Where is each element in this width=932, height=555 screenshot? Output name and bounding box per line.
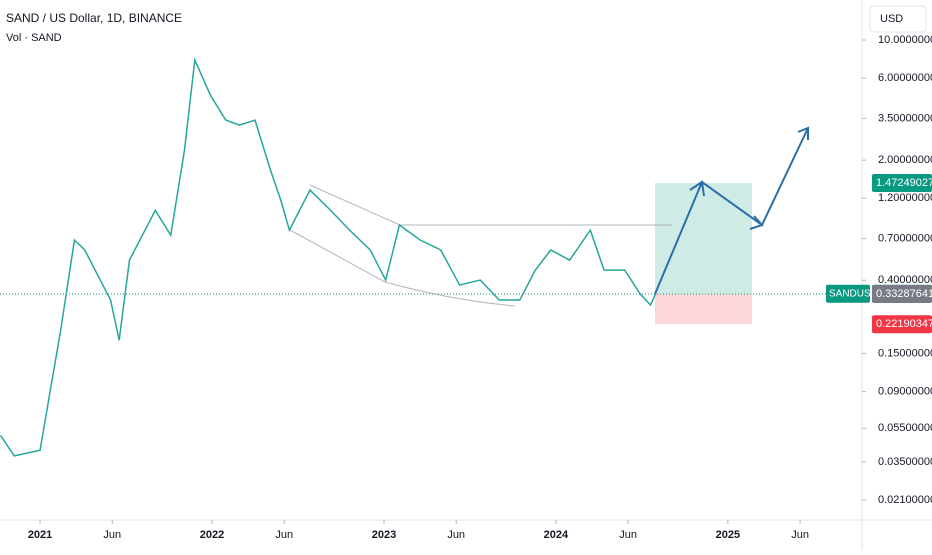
- y-tick-label: 0.02100000: [878, 494, 932, 506]
- x-tick-label: 2025: [716, 529, 740, 541]
- y-tick-label: 6.00000000: [878, 72, 932, 84]
- y-tick-label: 10.00000000: [878, 34, 932, 46]
- currency-label[interactable]: USD: [880, 13, 903, 25]
- chart-title: SAND / US Dollar, 1D, BINANCE: [6, 11, 182, 25]
- price-tag-label: 1.47249027: [876, 177, 932, 189]
- x-tick-label: Jun: [791, 529, 809, 541]
- currency-button[interactable]: [869, 5, 927, 33]
- volume-label: Vol · SAND: [6, 32, 62, 44]
- trend-curve: [384, 281, 516, 307]
- arrow-head: [749, 215, 764, 230]
- y-tick-label: 0.40000000: [878, 274, 932, 286]
- y-tick-label: 0.05500000: [878, 422, 932, 434]
- price-tag-label: 0.33287641: [876, 288, 932, 300]
- price-tag-label: 0.22190347: [876, 318, 932, 330]
- x-tick-label: 2023: [372, 529, 396, 541]
- price-tag: [872, 173, 932, 192]
- trend-line: [289, 229, 386, 283]
- x-tick-label: Jun: [447, 529, 465, 541]
- y-tick-label: 2.00000000: [878, 154, 932, 166]
- profit-zone: [655, 183, 752, 294]
- y-tick-label: 1.20000000: [878, 192, 932, 204]
- x-tick-label: 2022: [200, 529, 224, 541]
- trend-line: [309, 184, 401, 226]
- x-tick-label: 2021: [28, 529, 52, 541]
- x-tick-label: Jun: [619, 529, 637, 541]
- loss-zone: [655, 294, 752, 324]
- x-tick-label: Jun: [275, 529, 293, 541]
- symbol-tag-label: SANDUSD: [829, 288, 878, 299]
- y-tick-label: 0.15000000: [878, 347, 932, 359]
- x-tick-label: Jun: [103, 529, 121, 541]
- y-tick-label: 0.03500000: [878, 456, 932, 468]
- price-tag: [872, 284, 932, 303]
- arrow-head: [689, 180, 705, 197]
- y-tick-label: 0.09000000: [878, 385, 932, 397]
- price-tag: [872, 315, 932, 334]
- projection-arrow: [654, 127, 809, 295]
- symbol-tag: [826, 284, 870, 303]
- x-tick-label: 2024: [544, 529, 569, 541]
- price-line-series: [0, 57, 657, 457]
- y-tick-label: 0.70000000: [878, 232, 932, 244]
- arrow-head: [797, 126, 809, 140]
- y-tick-label: 3.50000000: [878, 112, 932, 124]
